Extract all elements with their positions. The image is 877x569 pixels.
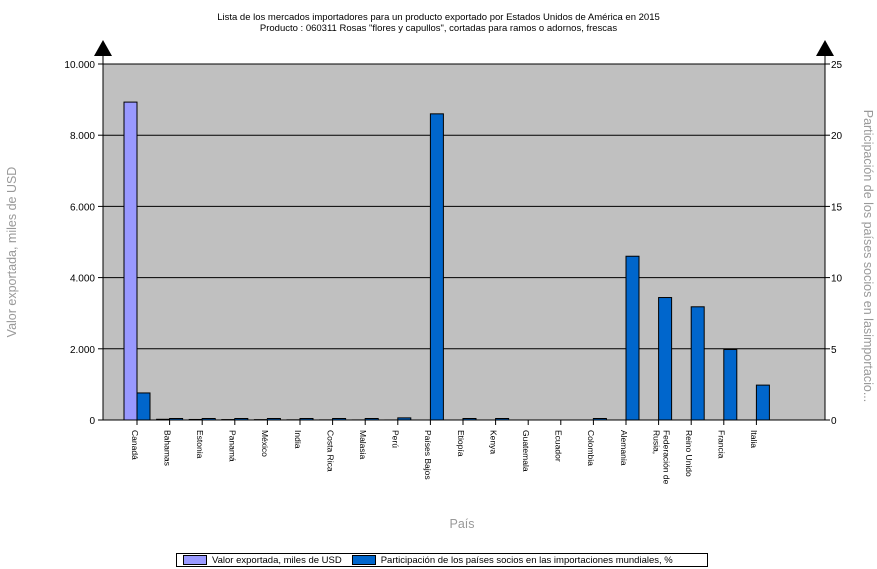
- category-label: Reino Unido: [684, 430, 694, 477]
- bar-share: [136, 392, 151, 421]
- category-label: Malasia: [358, 430, 368, 460]
- category-label: Alemania: [619, 430, 629, 466]
- bar-share: [625, 255, 640, 421]
- category-label: Perú: [391, 430, 401, 448]
- bar-share: [723, 349, 738, 421]
- legend: Valor exportada, miles de USD Participac…: [176, 553, 708, 567]
- y-tick-label: 6.000: [70, 202, 95, 213]
- category-label: Países Bajos: [423, 430, 433, 480]
- y2-tick-label: 15: [831, 202, 843, 213]
- category-label: Guatemala: [521, 430, 531, 472]
- category-label: Panamá: [228, 430, 238, 462]
- category-label: Estonia: [195, 430, 205, 459]
- bar-share: [429, 113, 444, 421]
- category-label: Francia: [717, 430, 727, 459]
- legend-item-value: Valor exportada, miles de USD: [183, 555, 342, 566]
- plot-background: [103, 64, 825, 420]
- legend-label-share: Participación de los países socios en la…: [380, 554, 673, 566]
- y2-tick-label: 0: [831, 416, 837, 427]
- bar-share: [690, 306, 705, 421]
- category-label: Federación de: [661, 430, 671, 485]
- y-tick-label: 8.000: [70, 131, 95, 142]
- category-label: Rusia,: [651, 430, 661, 454]
- y2-tick-label: 5: [831, 345, 837, 356]
- y2-tick-label: 25: [831, 60, 843, 71]
- legend-swatch-value: [183, 555, 207, 565]
- y-axis-arrow-icon: [94, 40, 112, 56]
- y2-tick-label: 10: [831, 274, 843, 285]
- legend-swatch-share: [351, 555, 376, 565]
- y2-axis-title: Participación de los países socios en la…: [861, 110, 875, 403]
- category-label: Italia: [749, 430, 759, 448]
- bar-share: [755, 384, 770, 421]
- y-tick-label: 2.000: [70, 345, 95, 356]
- y-tick-label: 4.000: [70, 274, 95, 285]
- category-label: Etiopía: [456, 430, 466, 457]
- y-axis-title: Valor exportada, miles de USD: [5, 167, 19, 338]
- chart-subtitle: Producto : 060311 Rosas "flores y capull…: [259, 23, 618, 34]
- legend-label-value: Valor exportada, miles de USD: [212, 554, 342, 566]
- category-label: Costa Rica: [325, 430, 335, 472]
- y-tick-label: 10.000: [64, 60, 95, 71]
- y-tick-label: 0: [89, 416, 95, 427]
- category-label: India: [293, 430, 303, 449]
- category-label: México: [260, 430, 270, 457]
- category-label: Kenya: [488, 430, 498, 454]
- x-axis-title: País: [449, 517, 474, 531]
- axes: [94, 40, 834, 425]
- chart-area: 0 0 2.000 5 4.000 10 6.000 15 8.000 20 10.000 25 Can…: [5, 40, 875, 531]
- legend-item-share: Participación de los países socios en la…: [351, 554, 673, 566]
- y2-tick-label: 20: [831, 131, 843, 142]
- category-label: Bahamas: [162, 430, 172, 466]
- chart-title: Lista de los mercados importadores para …: [217, 12, 660, 23]
- bar-value: [123, 101, 138, 421]
- bar-share: [658, 297, 673, 421]
- category-label: Canadá: [130, 430, 140, 460]
- category-label: Ecuador: [554, 430, 564, 462]
- y2-axis-arrow-icon: [816, 40, 834, 56]
- category-label: Colombia: [586, 430, 596, 466]
- labels: 0 0 2.000 5 4.000 10 6.000 15 8.000 20 10.000 25 Can…: [64, 60, 842, 485]
